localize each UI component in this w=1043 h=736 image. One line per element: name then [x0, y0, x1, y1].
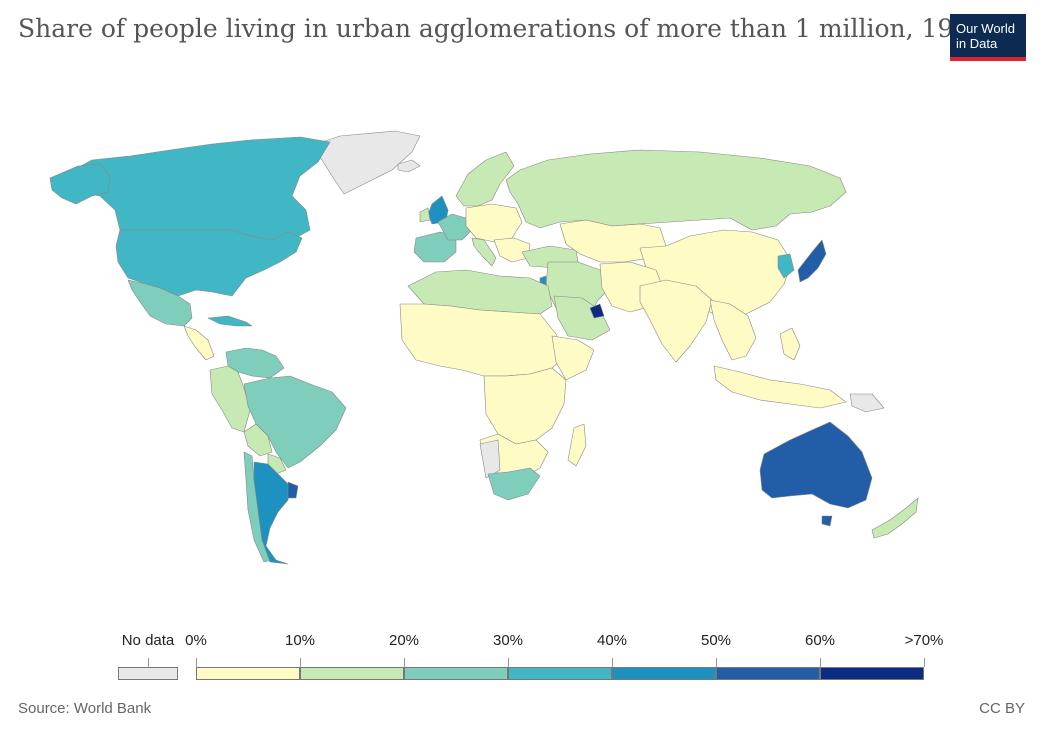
region-india[interactable] [639, 279, 713, 363]
region-west-africa[interactable] [399, 303, 567, 377]
region-south-africa[interactable] [487, 467, 541, 501]
legend-bin-swatch[interactable] [300, 667, 404, 680]
region-central-europe[interactable] [465, 203, 523, 243]
logo-line-1: Our World [956, 21, 1015, 36]
legend-no-data-label: No data [121, 632, 175, 649]
region-philippines[interactable] [779, 327, 801, 361]
legend-tick-label: 50% [700, 632, 732, 649]
region-mexico[interactable] [127, 279, 193, 327]
legend-tick-label: 0% [185, 632, 207, 649]
region-uae[interactable] [589, 303, 605, 319]
region-andes[interactable] [209, 365, 251, 433]
owid-logo[interactable]: Our World in Data [950, 14, 1026, 61]
region-se-asia[interactable] [709, 299, 757, 361]
region-russia[interactable] [505, 149, 847, 231]
region-arabia[interactable] [553, 295, 611, 341]
legend-tick-label: 40% [596, 632, 628, 649]
region-france[interactable] [437, 213, 471, 241]
region-korea[interactable] [777, 253, 795, 279]
region-bolivia[interactable] [243, 423, 273, 457]
legend-tick-mark [300, 658, 301, 667]
legend-tick-mark [404, 658, 405, 667]
chart-title: Share of people living in urban agglomer… [18, 14, 986, 43]
region-central-africa[interactable] [483, 367, 567, 445]
world-map [49, 130, 919, 565]
region-iberia[interactable] [413, 231, 457, 263]
region-usa[interactable] [115, 229, 303, 297]
region-scandinavia[interactable] [455, 151, 515, 207]
source-note[interactable]: Source: World Bank [18, 700, 152, 717]
region-greenland[interactable] [309, 130, 421, 195]
license-note[interactable]: CC BY [979, 700, 1025, 717]
region-canada[interactable] [61, 136, 331, 243]
legend-tick-label: 20% [388, 632, 420, 649]
region-italy[interactable] [471, 237, 497, 267]
region-central-america[interactable] [183, 325, 215, 361]
legend-bin-swatch[interactable] [716, 667, 820, 680]
legend-bin-swatch[interactable] [404, 667, 508, 680]
legend-tick-mark [924, 658, 925, 667]
legend-no-data-swatch[interactable] [118, 667, 178, 680]
legend-bin-swatch[interactable] [508, 667, 612, 680]
legend-tick-label: >70% [904, 632, 944, 649]
region-caribbean[interactable] [207, 315, 253, 327]
legend-tick-label: 30% [492, 632, 524, 649]
legend-bin-swatch[interactable] [196, 667, 300, 680]
legend-tick-mark [716, 658, 717, 667]
region-madagascar[interactable] [567, 423, 587, 467]
legend-bin-swatch[interactable] [612, 667, 716, 680]
region-namibia[interactable] [479, 439, 501, 479]
region-indonesia[interactable] [713, 365, 847, 409]
legend-bin-swatch[interactable] [820, 667, 924, 680]
legend-no-data-tick [148, 658, 149, 667]
region-ireland[interactable] [419, 207, 431, 223]
legend-tick-mark [508, 658, 509, 667]
region-australia[interactable] [759, 421, 873, 509]
region-alaska[interactable] [49, 163, 111, 205]
region-japan[interactable] [797, 239, 827, 283]
legend-tick-label: 10% [284, 632, 316, 649]
legend-tick-label: 60% [804, 632, 836, 649]
logo-line-2: in Data [956, 36, 998, 51]
legend: No data 0% 10% 20% 30% 40% 50% 60% >70% [0, 620, 1043, 690]
region-iceland[interactable] [397, 159, 421, 173]
region-argentina[interactable] [253, 461, 291, 565]
region-new-zealand[interactable] [871, 497, 919, 539]
legend-tick-mark [612, 658, 613, 667]
region-png[interactable] [849, 393, 885, 413]
region-horn-africa[interactable] [551, 335, 595, 381]
region-tasmania[interactable] [821, 515, 833, 527]
legend-tick-mark [196, 658, 197, 667]
region-uruguay[interactable] [287, 481, 299, 499]
region-balkans[interactable] [493, 237, 531, 263]
legend-tick-mark [820, 658, 821, 667]
